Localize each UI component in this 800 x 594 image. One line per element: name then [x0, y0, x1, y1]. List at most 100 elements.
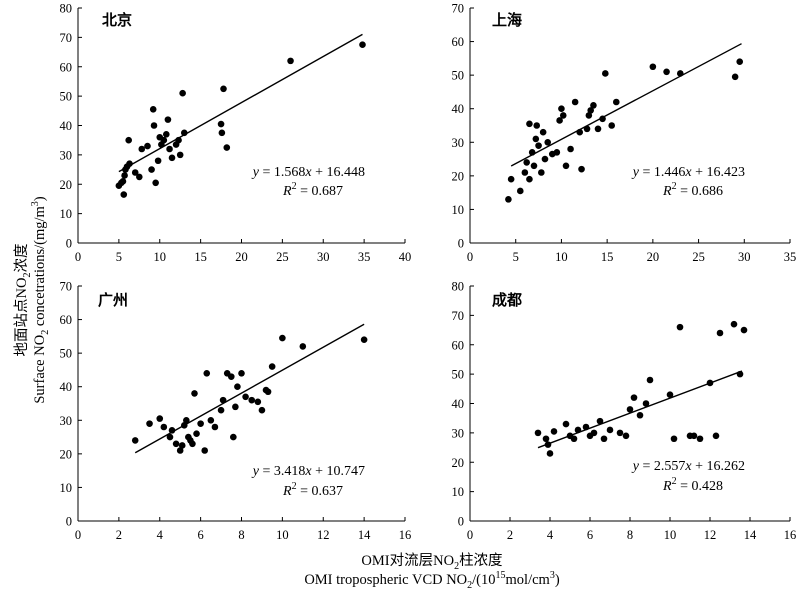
data-point	[248, 396, 256, 404]
y-tick-label: 80	[60, 2, 73, 16]
data-point	[690, 432, 698, 440]
data-point	[189, 440, 196, 448]
data-point	[217, 406, 225, 414]
data-point	[535, 142, 542, 149]
data-point	[176, 447, 184, 454]
data-point	[160, 423, 168, 431]
panel-title: 成都	[492, 291, 522, 309]
data-point	[131, 437, 139, 444]
y-tick-label: 20	[452, 456, 465, 470]
y-tick-label: 50	[60, 347, 73, 361]
x-tick-label: 20	[647, 250, 660, 264]
data-point	[166, 145, 173, 153]
data-point	[168, 427, 176, 434]
x-tick-label: 15	[194, 250, 207, 264]
x-tick-label: 0	[467, 528, 473, 542]
y-tick-label: 60	[452, 338, 465, 352]
x-tick-label: 2	[116, 528, 122, 542]
data-point	[131, 169, 139, 176]
data-point	[587, 107, 594, 114]
data-point	[546, 450, 554, 457]
y-tick-label: 60	[60, 60, 73, 74]
regression-equation: y = 1.446x + 16.423	[631, 165, 745, 180]
data-point	[731, 73, 739, 81]
data-point	[223, 144, 231, 151]
data-point	[730, 320, 738, 328]
data-point	[217, 120, 225, 128]
data-point	[299, 343, 307, 350]
data-point	[160, 136, 168, 144]
data-point	[516, 187, 524, 195]
data-point	[533, 122, 541, 129]
data-point	[144, 142, 151, 150]
data-point	[178, 442, 186, 449]
data-point	[590, 102, 597, 109]
x-tick-label: 10	[154, 250, 167, 264]
data-point	[176, 151, 184, 159]
x-axis-label: OMI对流层NO2柱浓度 OMI tropospheric VCD NO2/(1…	[304, 552, 560, 591]
y-tick-label: 30	[60, 148, 73, 162]
r-squared: R2 = 0.686	[662, 181, 723, 199]
data-point	[148, 166, 155, 173]
data-point	[590, 429, 598, 437]
panel-beijing: 0 10 20 30 40 50 60 70 80 0 5 10 15 20 25 30 35 40 北京 y = 1…	[60, 2, 412, 265]
panel-title: 上海	[492, 11, 522, 29]
data-point	[162, 131, 170, 138]
data-point	[583, 125, 591, 133]
data-point	[120, 191, 128, 198]
r-squared: R2 = 0.637	[282, 481, 343, 499]
x-tick-label: 14	[358, 528, 371, 542]
y-tick-label: 80	[452, 280, 465, 294]
y-tick-label: 0	[458, 237, 464, 251]
panel-shanghai: 0 10 20 30 40 50 60 70 0 5 10 15 20 25 30 35 上海 y = 1.446…	[452, 2, 797, 265]
data-point	[126, 160, 133, 167]
data-point	[191, 390, 198, 397]
y-tick-label: 70	[60, 280, 73, 294]
y-tick-label: 40	[452, 397, 465, 411]
x-tick-label: 0	[75, 528, 81, 542]
data-point	[279, 334, 286, 342]
data-point	[585, 112, 593, 119]
data-point	[201, 447, 209, 454]
data-point	[716, 329, 724, 337]
data-point	[234, 383, 241, 391]
y-axis-label-en: Surface NO2 concetrations/(mg/m3)	[30, 196, 51, 403]
data-point	[164, 116, 172, 123]
data-point	[553, 149, 561, 156]
data-point	[736, 370, 744, 378]
y-tick-label: 40	[60, 119, 73, 133]
data-point	[576, 128, 584, 136]
data-point	[138, 145, 146, 153]
x-tick-label: 8	[238, 528, 244, 542]
x-tick-label: 4	[157, 528, 164, 542]
data-point	[220, 85, 227, 93]
data-point	[534, 429, 542, 437]
data-point	[706, 379, 714, 387]
x-tick-label: 5	[116, 250, 122, 264]
data-point	[268, 363, 276, 370]
x-tick-label: 30	[317, 250, 330, 264]
x-tick-label: 16	[399, 528, 412, 542]
data-point	[544, 441, 552, 448]
y-tick-label: 70	[452, 309, 465, 323]
data-point	[606, 426, 614, 434]
data-point	[146, 420, 153, 427]
x-axis-label-cn: OMI对流层NO2柱浓度	[361, 552, 502, 572]
data-point	[175, 136, 182, 144]
data-point	[193, 430, 200, 438]
data-point	[152, 179, 159, 187]
y-tick-label: 70	[452, 2, 465, 16]
y-tick-label: 20	[452, 169, 465, 183]
data-point	[599, 115, 606, 123]
data-point	[574, 426, 582, 434]
regression-line	[510, 43, 742, 167]
y-axis-label-cn: 地面站点NO2浓度	[13, 244, 33, 357]
data-point	[538, 169, 545, 176]
data-point	[571, 98, 579, 106]
data-point	[670, 435, 678, 443]
data-point	[218, 129, 226, 137]
y-tick-label: 10	[60, 481, 73, 495]
data-point	[622, 432, 630, 440]
x-tick-label: 35	[358, 250, 371, 264]
